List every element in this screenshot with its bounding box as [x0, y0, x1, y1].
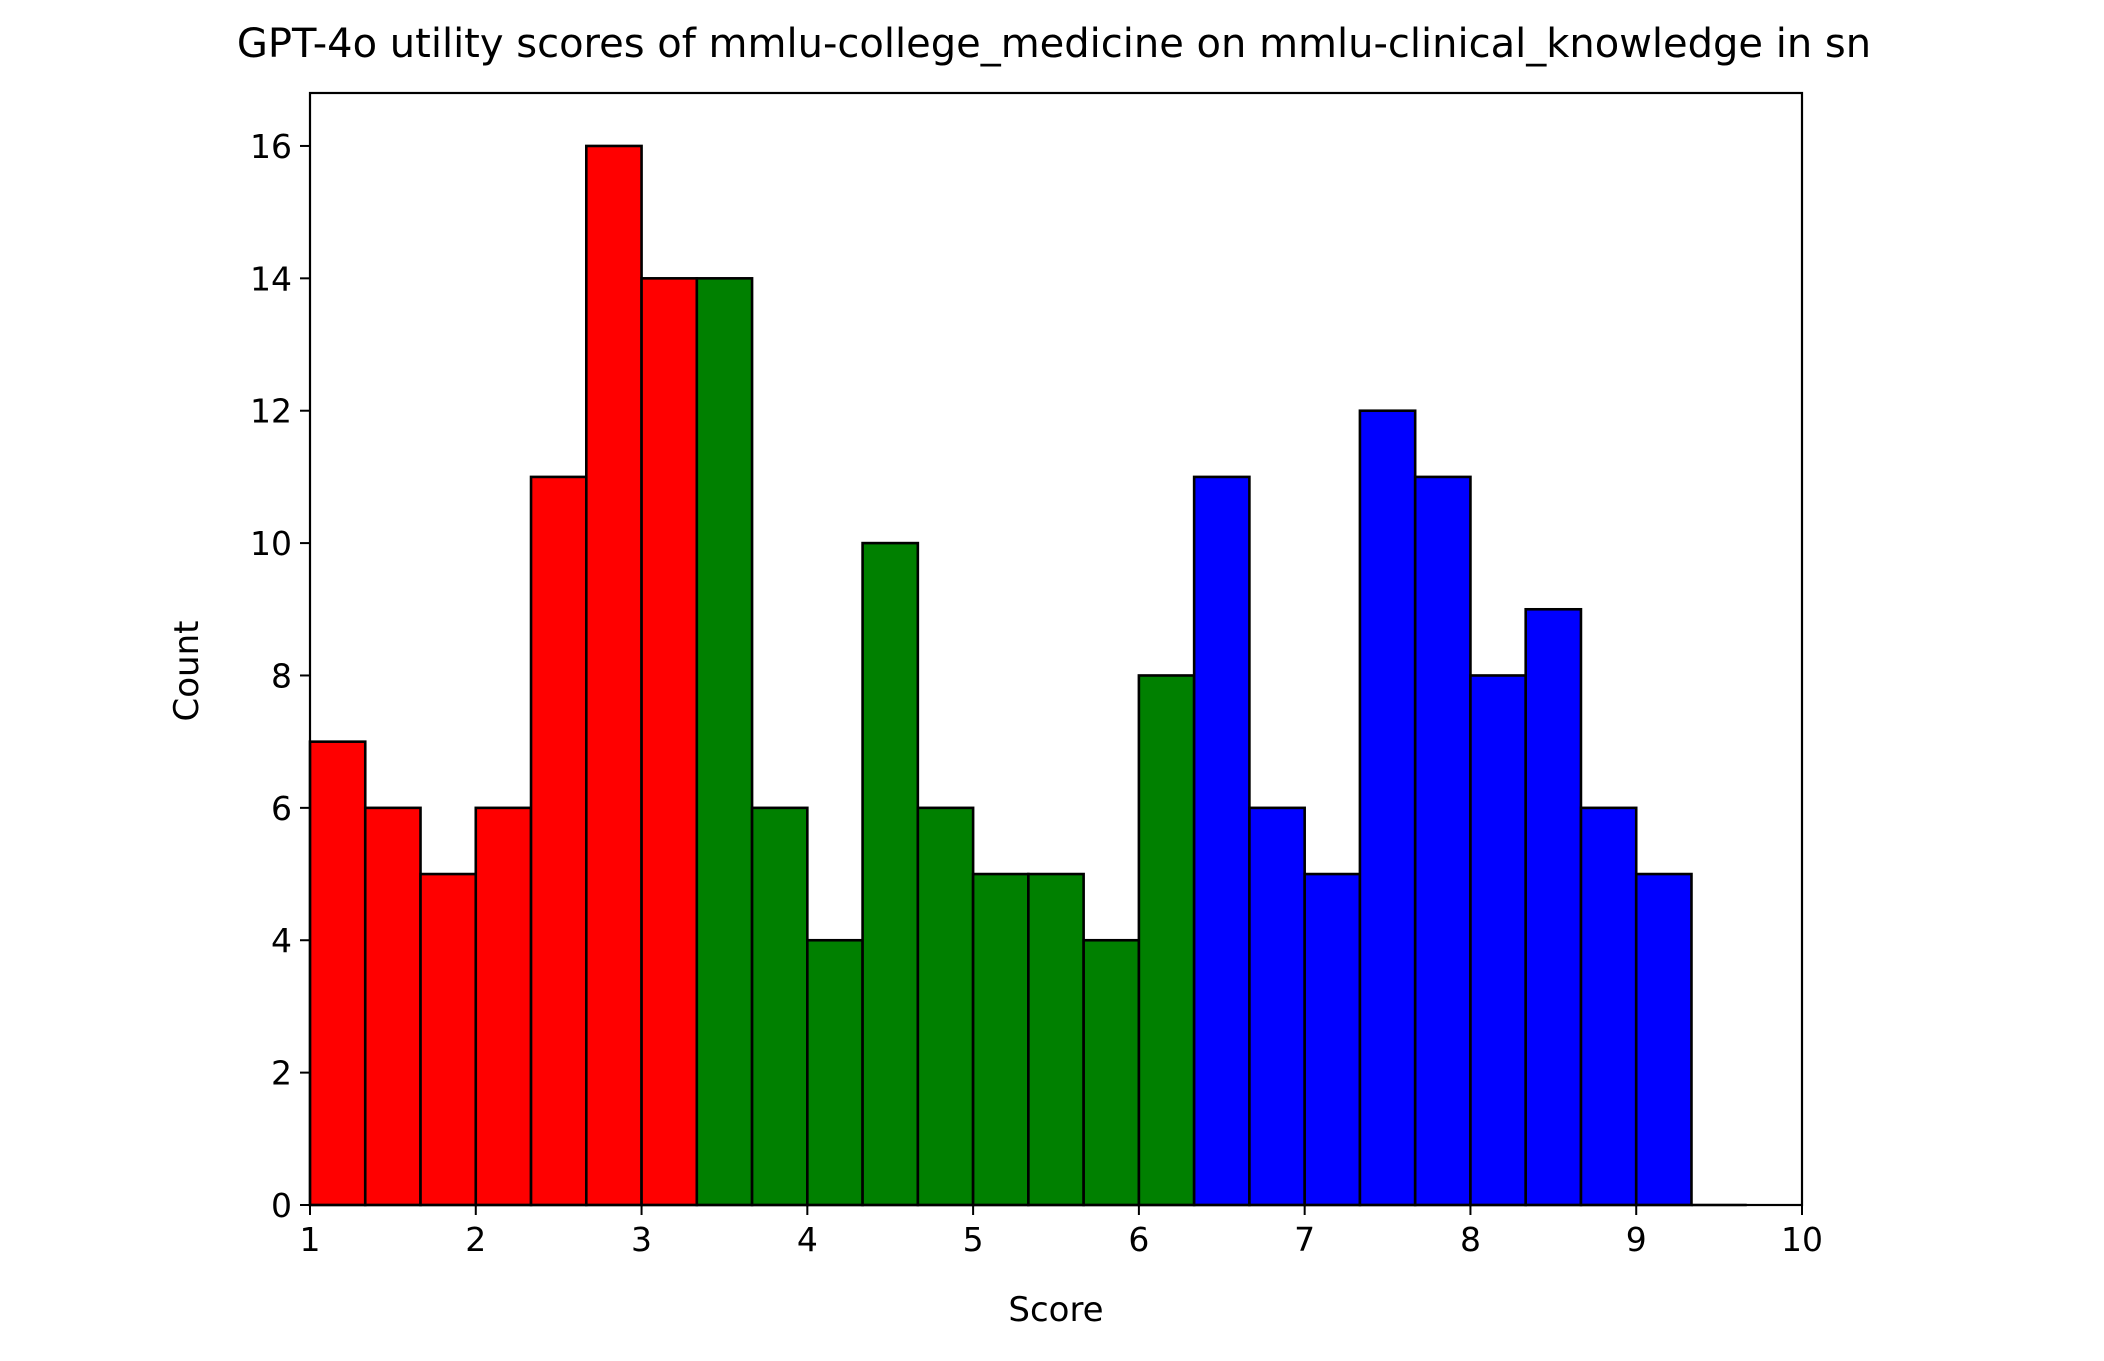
y-tick-label: 0: [271, 1186, 292, 1225]
histogram-bar: [1137, 674, 1196, 1207]
chart-title: GPT-4o utility scores of mmlu-college_me…: [237, 21, 1871, 67]
y-tick-label: 6: [271, 789, 292, 828]
histogram-bar: [419, 872, 478, 1207]
x-tick-label: 8: [1460, 1220, 1481, 1259]
x-tick-label: 1: [300, 1220, 321, 1259]
histogram-bar: [806, 938, 864, 1207]
x-tick-label: 6: [1128, 1220, 1149, 1259]
histogram-bar: [1027, 872, 1085, 1207]
histogram-bar: [474, 806, 533, 1207]
histogram-bar: [1524, 607, 1583, 1207]
histogram-bar: [529, 475, 588, 1207]
x-tick-label: 5: [963, 1220, 984, 1259]
y-tick-label: 2: [271, 1054, 292, 1093]
y-tick-label: 16: [250, 127, 292, 166]
histogram-bar: [363, 806, 422, 1207]
x-tick-label: 9: [1626, 1220, 1647, 1259]
histogram-bar: [1469, 674, 1527, 1207]
histogram-bar: [1579, 806, 1638, 1207]
histogram-bar: [1358, 409, 1417, 1207]
bars-layer: [308, 144, 1747, 1207]
histogram-bar: [1303, 872, 1362, 1207]
y-tick-label: 12: [250, 392, 292, 431]
x-axis-label: Score: [1008, 1290, 1103, 1330]
histogram-bar: [750, 806, 809, 1207]
x-tick-label: 2: [465, 1220, 486, 1259]
histogram-bar: [1192, 475, 1251, 1207]
histogram-bar: [585, 144, 643, 1207]
histogram-bar: [1634, 872, 1693, 1207]
y-tick-label: 4: [271, 921, 292, 960]
histogram-bar: [308, 740, 367, 1207]
x-tick-label: 4: [797, 1220, 818, 1259]
x-tick-label: 10: [1781, 1220, 1823, 1259]
histogram-bar: [861, 541, 920, 1207]
y-tick-label: 8: [271, 656, 292, 695]
y-axis-label: Count: [167, 621, 207, 722]
histogram-bar: [971, 872, 1030, 1207]
y-tick-label: 14: [250, 259, 292, 298]
histogram-bar: [695, 277, 754, 1207]
plot-frame: [308, 91, 1804, 1207]
histogram-bar: [1413, 475, 1472, 1207]
histogram-bar: [916, 806, 975, 1207]
x-tick-label: 7: [1294, 1220, 1315, 1259]
histogram-bar: [1082, 938, 1141, 1207]
x-tick-label: 3: [631, 1220, 652, 1259]
histogram-bar: [1248, 806, 1306, 1207]
histogram-bar: [640, 277, 699, 1207]
y-tick-label: 10: [250, 524, 292, 563]
